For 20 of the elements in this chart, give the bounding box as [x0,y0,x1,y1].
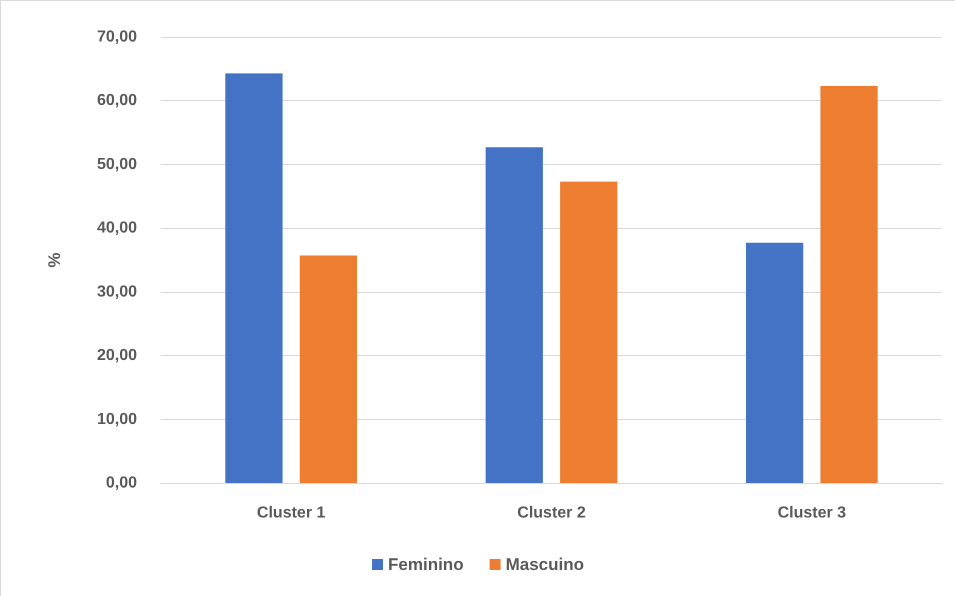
legend-label: Mascuino [506,555,584,574]
bar [560,182,618,483]
y-tick-label: 50,00 [96,156,138,173]
y-tick-label: 10,00 [96,410,138,428]
bar [225,73,283,483]
bar [820,86,878,483]
y-tick-label: 40,00 [96,220,138,237]
x-tick-label: Cluster 3 [778,504,846,522]
y-tick-label: 70,00 [96,28,138,46]
y-tick-label: 30,00 [96,283,138,300]
bar [746,242,804,483]
y-tick-label: 20,00 [96,347,138,364]
y-axis-title: % [45,252,64,268]
x-tick-label: Cluster 1 [256,504,326,522]
y-tick-label: 0,00 [106,474,138,492]
y-tick-label: 60,00 [96,92,138,110]
bar [486,147,543,483]
x-tick-label: Cluster 2 [517,504,586,522]
bar [300,256,358,483]
legend-label: Feminino [388,555,464,574]
